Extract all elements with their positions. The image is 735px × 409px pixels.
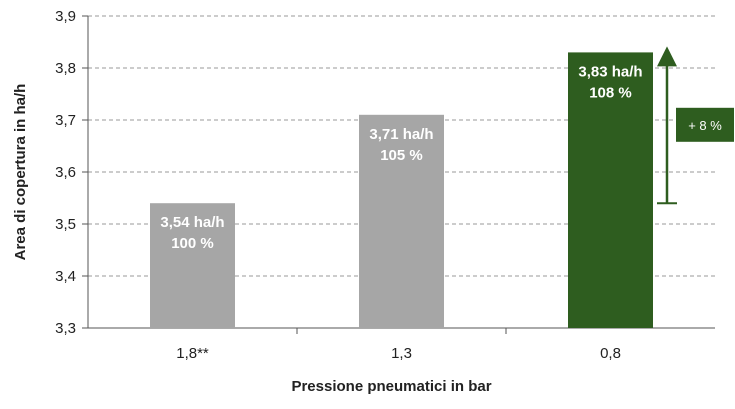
bar-value-label: 3,71 ha/h (369, 126, 433, 143)
x-axis-title: Pressione pneumatici in bar (291, 378, 491, 395)
bar-value-labels: 3,54 ha/h 100 % 3,71 ha/h 105 % 3,83 ha/h 108… (160, 63, 642, 252)
bar-percent-label: 105 % (380, 147, 423, 164)
y-tick-label: 3,4 (55, 268, 76, 285)
bar-value-label: 3,83 ha/h (578, 63, 642, 80)
bar (359, 114, 444, 328)
x-tick-label: 0,8 (600, 345, 621, 362)
annotation-label: + 8 % (688, 118, 722, 133)
bar (568, 52, 653, 329)
annotation-box (676, 107, 734, 142)
y-tick-labels: 3,3 3,4 3,5 3,6 3,7 3,8 3,9 (55, 8, 76, 337)
y-tick-label: 3,9 (55, 8, 76, 25)
difference-annotation: + 8 % (657, 46, 734, 205)
y-tick-label: 3,5 (55, 216, 76, 233)
arrow-head (657, 46, 677, 67)
y-tick-label: 3,8 (55, 60, 76, 77)
bars (150, 52, 653, 329)
x-tick-label: 1,8** (176, 345, 209, 362)
x-tick-labels: 1,8** 1,3 0,8 (176, 345, 621, 362)
y-tick-label: 3,3 (55, 320, 76, 337)
bar-percent-label: 100 % (171, 235, 214, 252)
y-axis-title: Area di copertura in ha/h (12, 84, 29, 261)
x-tick-label: 1,3 (391, 345, 412, 362)
bar-percent-label: 108 % (589, 84, 632, 101)
bar (150, 203, 235, 328)
bar-value-label: 3,54 ha/h (160, 214, 224, 231)
y-tick-label: 3,6 (55, 164, 76, 181)
y-tick-label: 3,7 (55, 112, 76, 129)
